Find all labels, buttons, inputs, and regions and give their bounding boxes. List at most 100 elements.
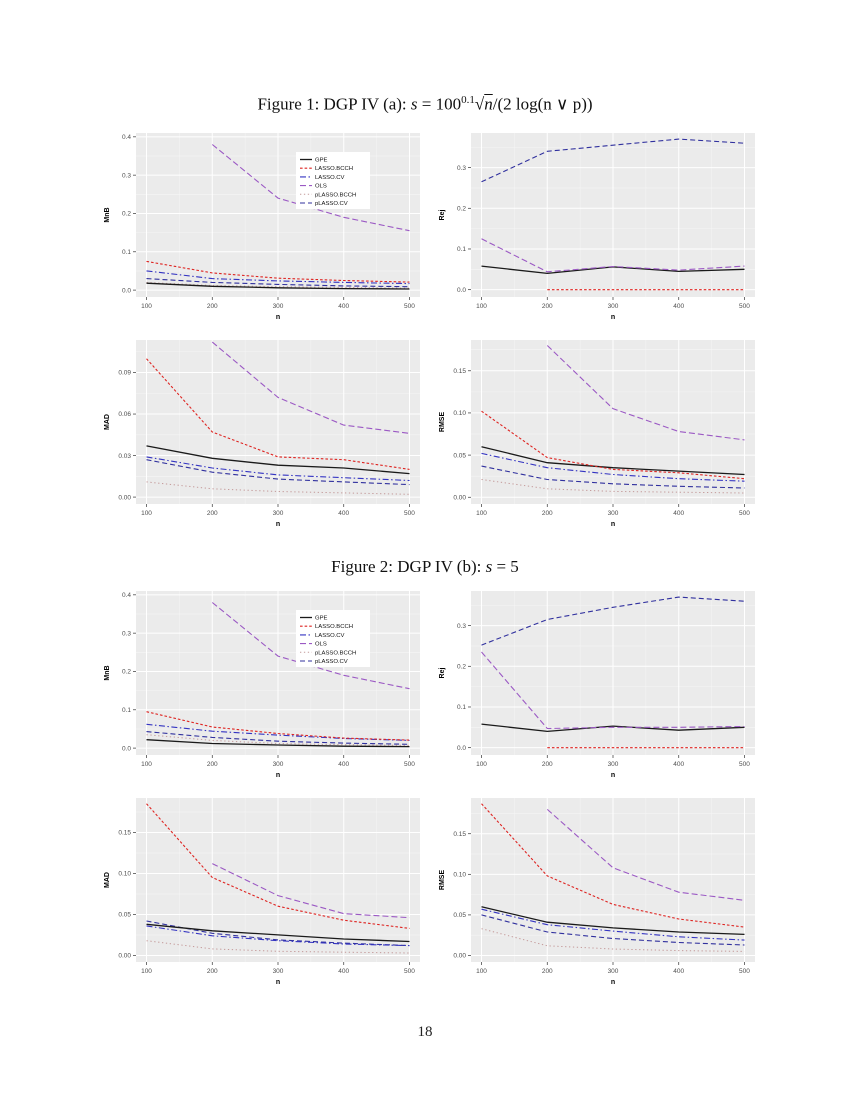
panel-svg-rmse: 100 200 300 400 500 0.00 0.05 0.10 0.15 n RMSE [439,798,755,986]
x-tick-label: 300 [608,303,619,310]
y-tick-label: 0.1 [457,246,466,253]
line-pLASSO.CV [146,459,410,486]
x-tick-label: 200 [542,303,553,310]
panel-fig2-mnb: 100 200 300 400 500 0.0 0.1 0.2 0.3 0.4 n MnB GPE LAS… [100,585,426,785]
y-tick-label: 0.10 [453,872,466,879]
y-tick-label: 0.15 [118,830,131,837]
x-tick-label: 500 [739,968,750,975]
legend-label-pLASSO.CV: pLASSO.CV [315,201,348,207]
line-OLS [546,808,745,901]
y-tick-label: 0.3 [122,172,131,179]
x-tick-label: 300 [608,761,619,768]
x-tick-label: 500 [739,303,750,310]
panel-svg-rmse: 100 200 300 400 500 0.00 0.05 0.10 0.15 n RMSE [439,340,755,528]
y-tick-label: 0.4 [122,592,131,599]
legend: GPE LASSO.BCCH LASSO.CV OLS pLASSO.BCCH pLASS… [296,610,370,667]
y-tick-label: 0.05 [453,452,466,459]
y-tick-label: 0.00 [118,494,131,501]
line-GPE [146,445,410,475]
panel-fig2-mad: 100 200 300 400 500 0.00 0.05 0.10 0.15 n MAD [100,792,426,992]
panel-svg-rej: 100 200 300 400 500 0.0 0.1 0.2 0.3 n Rej [439,133,755,321]
x-tick-label: 300 [273,761,284,768]
x-tick-label: 100 [476,968,487,975]
legend-label-LASSO.BCCH: LASSO.BCCH [315,166,353,172]
y-tick-label: 0.0 [457,745,466,752]
panel-fig2-rej: 100 200 300 400 500 0.0 0.1 0.2 0.3 n Rej [435,585,761,785]
figure1-caption-prefix: Figure 1: DGP IV (a): [257,94,411,114]
x-tick-label: 300 [273,303,284,310]
x-tick-label: 500 [404,968,415,975]
line-OLS [212,863,410,919]
x-tick-label: 200 [207,968,218,975]
line-GPE [481,723,745,733]
x-tick-label: 300 [608,968,619,975]
x-tick-label: 400 [338,761,349,768]
y-tick-label: 0.15 [453,831,466,838]
x-tick-label: 100 [476,510,487,517]
legend-label-OLS: OLS [315,184,327,190]
figure1-panels: 100 200 300 400 500 0.0 0.1 0.2 0.3 0.4 n MnB GPE LAS… [100,127,761,534]
line-LASSO.BCCH [481,803,745,928]
x-tick-label: 200 [542,510,553,517]
x-tick-label: 400 [673,510,684,517]
page-number: 18 [417,1024,433,1040]
line-GPE [146,923,410,943]
x-axis-label: n [276,979,280,986]
x-axis-label: n [276,314,280,321]
x-axis-label: n [276,521,280,528]
line-OLS [481,651,745,730]
line-GPE [146,282,410,290]
legend-label-GPE: GPE [315,616,328,622]
figure2-caption-rest: = 5 [492,557,519,576]
y-tick-label: 0.00 [453,494,466,501]
x-axis-label: n [611,979,615,986]
figure1-caption-eq: = 100 [417,94,462,114]
x-tick-label: 500 [404,761,415,768]
y-tick-label: 0.3 [457,623,466,630]
y-tick-label: 0.00 [453,953,466,960]
x-tick-label: 100 [476,761,487,768]
line-pLASSO.CV [481,596,745,646]
y-tick-label: 0.1 [122,707,131,714]
line-pLASSO.BCCH [146,281,410,289]
y-tick-label: 0.05 [118,912,131,919]
y-tick-label: 0.05 [453,912,466,919]
y-tick-label: 0.2 [122,669,131,676]
y-tick-label: 0.1 [457,704,466,711]
y-axis-label: MAD [104,414,111,430]
panel-fig2-rmse: 100 200 300 400 500 0.00 0.05 0.10 0.15 n RMSE [435,792,761,992]
y-axis-label: Rej [439,668,446,679]
y-tick-label: 0.03 [118,453,131,460]
figure2-caption-var: s [485,557,493,576]
line-GPE [481,906,745,936]
line-pLASSO.CV [481,138,745,183]
y-tick-label: 0.15 [453,368,466,375]
x-tick-label: 500 [404,510,415,517]
x-tick-label: 500 [739,761,750,768]
y-tick-label: 0.06 [118,411,131,418]
y-tick-label: 0.3 [122,630,131,637]
line-pLASSO.CV [481,465,745,489]
panel-fig1-rej: 100 200 300 400 500 0.0 0.1 0.2 0.3 n Rej [435,127,761,327]
x-tick-label: 400 [673,968,684,975]
x-tick-label: 300 [273,968,284,975]
x-tick-label: 200 [207,761,218,768]
y-tick-label: 0.0 [122,287,131,294]
y-tick-label: 0.10 [453,410,466,417]
sqrt-argument: n [484,94,493,114]
y-tick-label: 0.2 [122,211,131,218]
x-tick-label: 100 [141,968,152,975]
line-LASSO.CV [481,908,745,941]
panel-svg-mnb: 100 200 300 400 500 0.0 0.1 0.2 0.3 0.4 n MnB GPE LAS… [104,591,420,779]
y-axis-label: RMSE [439,870,446,891]
panel-svg-rej: 100 200 300 400 500 0.0 0.1 0.2 0.3 n Rej [439,591,755,779]
line-LASSO.BCCH [481,410,745,480]
figure1-caption-exponent: 0.1 [461,94,475,106]
x-tick-label: 300 [273,510,284,517]
legend-label-pLASSO.BCCH: pLASSO.BCCH [315,192,356,198]
x-tick-label: 400 [673,303,684,310]
legend-label-LASSO.BCCH: LASSO.BCCH [315,624,353,630]
y-tick-label: 0.00 [118,953,131,960]
figure1-caption: Figure 1: DGP IV (a): s = 1000.1√n/(2 lo… [0,94,850,115]
y-tick-label: 0.2 [457,205,466,212]
